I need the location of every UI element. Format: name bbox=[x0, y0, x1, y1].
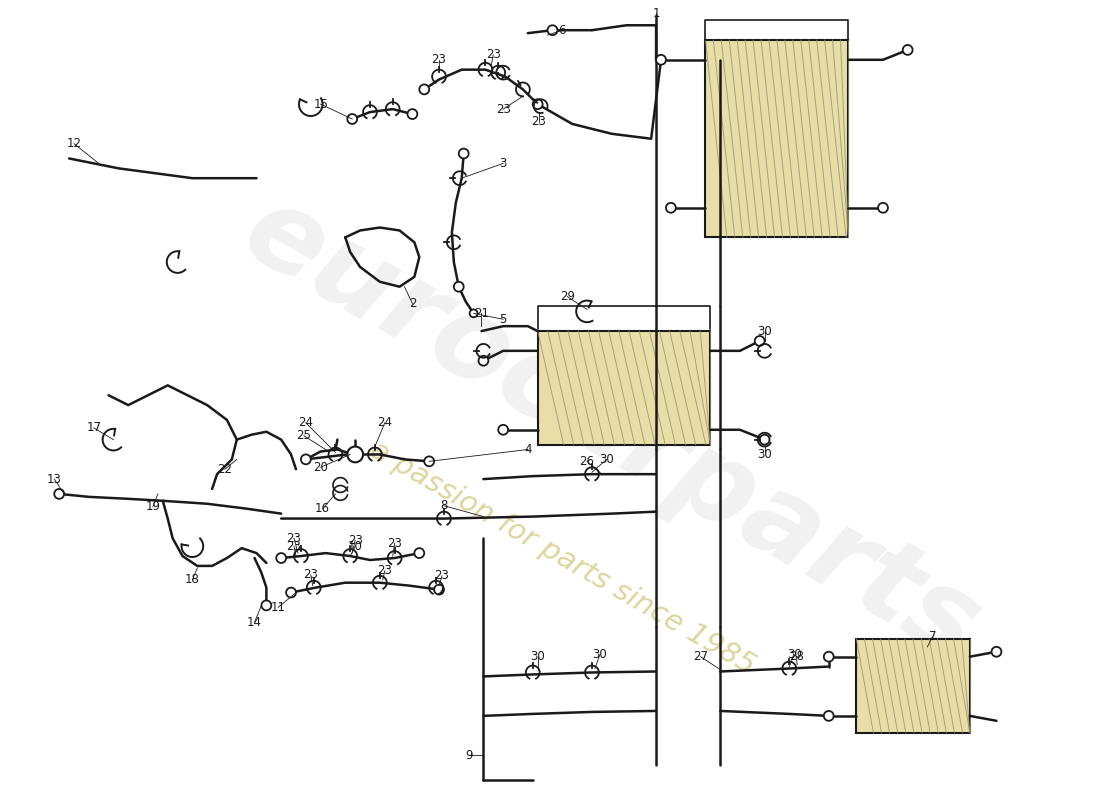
Circle shape bbox=[301, 454, 311, 464]
Circle shape bbox=[425, 457, 435, 466]
Text: 19: 19 bbox=[145, 500, 161, 514]
Text: 21: 21 bbox=[474, 307, 490, 320]
Circle shape bbox=[656, 55, 666, 65]
Text: 29: 29 bbox=[560, 290, 575, 303]
Text: 8: 8 bbox=[440, 499, 448, 512]
Text: 14: 14 bbox=[248, 616, 262, 629]
Text: 23: 23 bbox=[287, 532, 301, 545]
Text: 30: 30 bbox=[757, 325, 772, 338]
Circle shape bbox=[760, 434, 770, 445]
Text: 30: 30 bbox=[600, 453, 614, 466]
Text: 23: 23 bbox=[287, 540, 301, 553]
Circle shape bbox=[419, 85, 429, 94]
Text: 24: 24 bbox=[298, 416, 314, 430]
Circle shape bbox=[434, 585, 444, 594]
Text: 23: 23 bbox=[486, 48, 500, 62]
Text: 23: 23 bbox=[431, 54, 447, 66]
Circle shape bbox=[348, 114, 358, 124]
Text: 28: 28 bbox=[789, 650, 804, 663]
Text: 30: 30 bbox=[786, 648, 802, 662]
Circle shape bbox=[262, 601, 272, 610]
Circle shape bbox=[276, 553, 286, 563]
Circle shape bbox=[407, 109, 417, 119]
Text: 18: 18 bbox=[185, 574, 200, 586]
Text: 2: 2 bbox=[408, 297, 416, 310]
Circle shape bbox=[286, 588, 296, 598]
Text: 26: 26 bbox=[580, 455, 594, 468]
Text: 5: 5 bbox=[499, 313, 507, 326]
Circle shape bbox=[415, 548, 425, 558]
Circle shape bbox=[903, 45, 913, 55]
Text: 23: 23 bbox=[496, 102, 510, 116]
Text: 20: 20 bbox=[314, 461, 328, 474]
Text: 23: 23 bbox=[348, 534, 363, 546]
Circle shape bbox=[824, 711, 834, 721]
Text: 23: 23 bbox=[531, 115, 546, 129]
Text: 16: 16 bbox=[315, 502, 330, 515]
Text: 4: 4 bbox=[524, 443, 531, 456]
Circle shape bbox=[478, 356, 488, 366]
Circle shape bbox=[666, 203, 675, 213]
Text: a passion for parts since 1985: a passion for parts since 1985 bbox=[365, 436, 760, 680]
Circle shape bbox=[498, 425, 508, 434]
Text: 23: 23 bbox=[434, 570, 450, 582]
Circle shape bbox=[548, 26, 558, 35]
Text: 12: 12 bbox=[66, 137, 81, 150]
Text: 25: 25 bbox=[296, 429, 311, 442]
Circle shape bbox=[755, 336, 764, 346]
Bar bbox=[705, 40, 848, 238]
Circle shape bbox=[878, 203, 888, 213]
Bar bbox=[538, 331, 711, 445]
Circle shape bbox=[470, 310, 477, 318]
Text: 11: 11 bbox=[271, 601, 286, 614]
Text: 13: 13 bbox=[47, 473, 62, 486]
Text: 24: 24 bbox=[377, 416, 393, 430]
Text: 6: 6 bbox=[559, 24, 566, 37]
Circle shape bbox=[532, 99, 542, 109]
Circle shape bbox=[459, 149, 469, 158]
Text: 15: 15 bbox=[314, 98, 328, 110]
Circle shape bbox=[824, 652, 834, 662]
Text: 10: 10 bbox=[348, 540, 363, 553]
Text: eurocarparts: eurocarparts bbox=[224, 174, 999, 686]
Text: 23: 23 bbox=[304, 568, 318, 582]
Circle shape bbox=[454, 282, 464, 292]
Circle shape bbox=[991, 647, 1001, 657]
Text: 30: 30 bbox=[757, 448, 772, 461]
Text: 7: 7 bbox=[928, 630, 936, 643]
Circle shape bbox=[54, 489, 64, 499]
Text: 3: 3 bbox=[499, 157, 507, 170]
Bar bbox=[857, 639, 970, 733]
Text: 23: 23 bbox=[387, 537, 403, 550]
Text: 23: 23 bbox=[377, 564, 393, 578]
Circle shape bbox=[348, 446, 363, 462]
Text: 30: 30 bbox=[593, 648, 607, 662]
Text: 30: 30 bbox=[530, 650, 546, 663]
Text: 1: 1 bbox=[652, 7, 660, 20]
Text: 27: 27 bbox=[693, 650, 708, 663]
Text: 22: 22 bbox=[218, 462, 232, 476]
Text: 9: 9 bbox=[465, 749, 472, 762]
Text: 17: 17 bbox=[86, 422, 101, 434]
